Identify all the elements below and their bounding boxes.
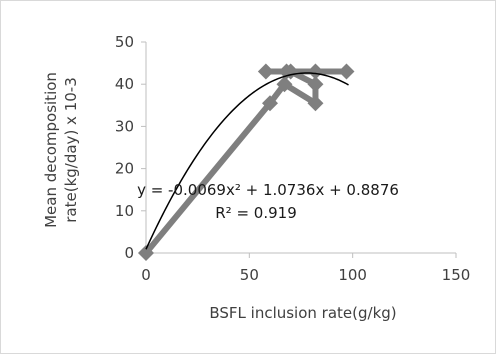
x-tick-label: 100 bbox=[338, 266, 367, 284]
y-tick-label: 0 bbox=[124, 244, 134, 262]
x-tick-label: 50 bbox=[240, 266, 259, 284]
x-axis-title: BSFL inclusion rate(g/kg) bbox=[209, 304, 396, 322]
tick-labels: 0 10 20 30 40 50 0 50 100 150 bbox=[115, 33, 470, 284]
y-tick-label: 30 bbox=[115, 117, 134, 135]
data-point bbox=[262, 95, 278, 112]
data-point bbox=[307, 76, 324, 93]
data-point bbox=[307, 95, 324, 112]
trendline bbox=[145, 72, 349, 250]
y-tick-label: 50 bbox=[115, 33, 134, 51]
trendline-equation: y = -0.0069x² + 1.0736x + 0.8876 bbox=[137, 181, 399, 199]
x-tick-label: 0 bbox=[141, 266, 151, 284]
data-marks bbox=[138, 63, 355, 261]
data-point bbox=[338, 63, 355, 80]
data-point bbox=[138, 245, 154, 261]
y-tick-label: 10 bbox=[115, 202, 134, 220]
y-axis-title-line-2: rate(kg/day) x 10-3 bbox=[62, 77, 80, 222]
r-squared-label: R² = 0.919 bbox=[215, 204, 296, 222]
data-point bbox=[307, 63, 324, 80]
y-tick-label: 40 bbox=[115, 75, 134, 93]
x-tick-label: 150 bbox=[442, 266, 471, 284]
data-point bbox=[257, 63, 274, 80]
y-axis-title-line-1: Mean decomposition bbox=[42, 72, 60, 228]
series-line bbox=[143, 68, 347, 255]
y-tick-label: 20 bbox=[115, 160, 134, 178]
data-point bbox=[276, 76, 293, 93]
